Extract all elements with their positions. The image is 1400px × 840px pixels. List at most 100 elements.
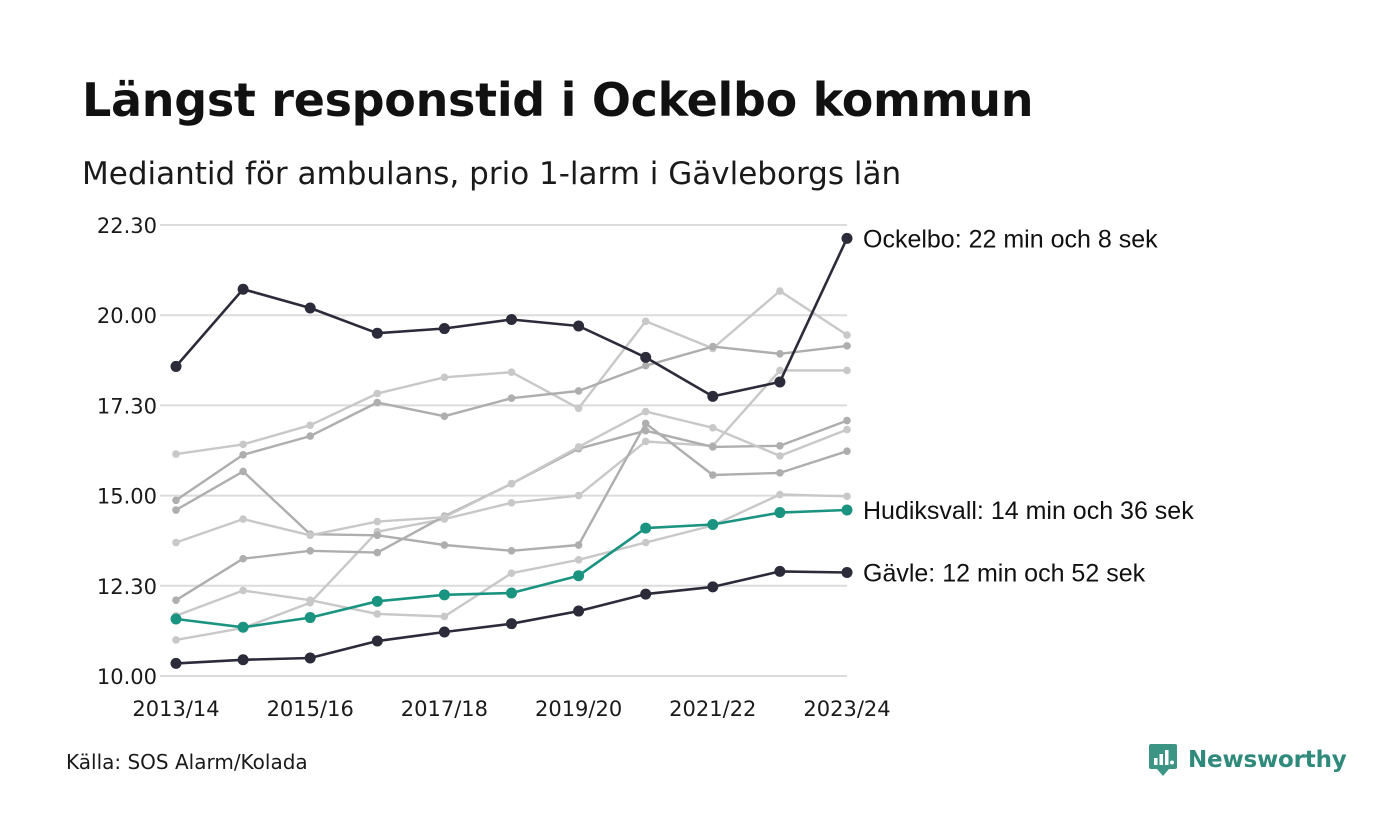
data-point (172, 636, 180, 644)
data-point (843, 416, 851, 425)
data-point (709, 342, 717, 351)
data-point (239, 467, 247, 476)
x-tick-label: 2017/18 (401, 697, 488, 721)
data-point (237, 621, 249, 633)
data-point (373, 531, 382, 540)
y-tick-label: 12.30 (97, 575, 157, 599)
x-tick-label: 2013/14 (132, 697, 219, 721)
data-point (573, 320, 585, 332)
data-point (841, 566, 853, 578)
data-point (440, 513, 449, 522)
y-tick-label: 15.00 (97, 485, 157, 509)
data-point (306, 547, 315, 555)
x-tick-label: 2019/20 (535, 697, 622, 721)
series-hudiksvall (170, 504, 853, 633)
data-point (440, 412, 449, 421)
data-point (640, 351, 652, 363)
brand-logo[interactable]: Newsworthy (1148, 743, 1347, 777)
data-point (574, 556, 583, 564)
data-point (306, 421, 315, 430)
data-point (371, 595, 383, 607)
highlighted-series (170, 232, 853, 669)
series-end-label: Hudiksvall: 14 min och 36 sek (863, 497, 1194, 525)
y-tick-label: 17.30 (97, 394, 157, 418)
data-point (170, 657, 182, 669)
data-point (237, 283, 249, 295)
data-point (440, 541, 449, 549)
y-tick-label: 22.30 (97, 214, 157, 238)
data-point (507, 499, 516, 507)
y-axis-tick-labels: 10.00 12.30 15.00 17.30 20.00 22.30 (97, 214, 157, 689)
data-point (172, 596, 180, 605)
data-point (373, 389, 382, 398)
data-point (306, 596, 315, 605)
background-series (172, 287, 851, 644)
data-point (506, 587, 517, 599)
background-series-line (172, 287, 851, 458)
data-point (172, 450, 180, 458)
series-end-label: Ockelbo: 22 min och 8 sek (863, 225, 1158, 253)
series-end-labels: Ockelbo: 22 min och 8 sek Hudiksvall: 14 … (863, 225, 1194, 587)
data-point (170, 613, 182, 625)
data-point (172, 506, 180, 514)
data-point (371, 635, 383, 647)
data-point (506, 314, 517, 326)
data-point (507, 569, 516, 577)
data-point (776, 350, 784, 358)
data-point (574, 491, 583, 500)
data-point (709, 443, 717, 451)
data-point (573, 570, 585, 582)
data-point (574, 387, 583, 395)
chart-title: Längst responstid i Ockelbo kommun (82, 73, 1034, 127)
brand-name: Newsworthy (1188, 747, 1347, 773)
data-point (239, 586, 247, 595)
series-end-label: Gävle: 12 min och 52 sek (863, 559, 1146, 587)
data-point (641, 361, 650, 370)
data-point (641, 317, 650, 326)
data-point (776, 442, 784, 450)
data-point (373, 517, 382, 526)
y-tick-label: 20.00 (97, 304, 157, 328)
data-point (574, 404, 583, 413)
x-axis-tick-labels: 2013/14 2015/16 2017/18 2019/20 2021/22 2023/… (132, 697, 890, 721)
data-point (440, 373, 449, 382)
data-point (373, 548, 382, 557)
data-point (843, 366, 851, 375)
data-point (438, 626, 450, 638)
data-point (709, 471, 717, 479)
data-point (774, 507, 786, 519)
data-point (237, 654, 249, 666)
series-g-vle (170, 565, 853, 669)
data-point (239, 440, 247, 449)
data-point (304, 612, 316, 624)
data-point (239, 515, 247, 523)
data-point (641, 538, 650, 547)
data-point (507, 479, 516, 488)
data-point (641, 419, 650, 428)
data-point (306, 432, 315, 440)
chart-subtitle: Mediantid för ambulans, prio 1-larm i Gä… (82, 156, 902, 192)
data-point (304, 652, 316, 664)
background-series-line (172, 419, 851, 555)
data-point (707, 581, 719, 593)
x-tick-label: 2021/22 (669, 697, 756, 721)
series-ockelbo (170, 232, 853, 402)
background-series-line (172, 342, 851, 505)
data-point (506, 618, 517, 630)
data-point (843, 492, 851, 501)
data-point (507, 394, 516, 402)
data-point (640, 588, 652, 600)
data-point (371, 327, 383, 339)
data-point (843, 342, 851, 350)
x-tick-label: 2023/24 (803, 697, 890, 721)
data-point (843, 331, 851, 339)
data-point (640, 522, 652, 534)
data-point (170, 360, 182, 372)
y-tick-label: 10.00 (97, 665, 157, 689)
data-point (573, 605, 585, 617)
data-point (306, 531, 315, 540)
series-line (174, 410, 849, 544)
data-point (507, 547, 516, 555)
newsworthy-logo-icon (1149, 744, 1177, 776)
data-point (172, 496, 180, 505)
